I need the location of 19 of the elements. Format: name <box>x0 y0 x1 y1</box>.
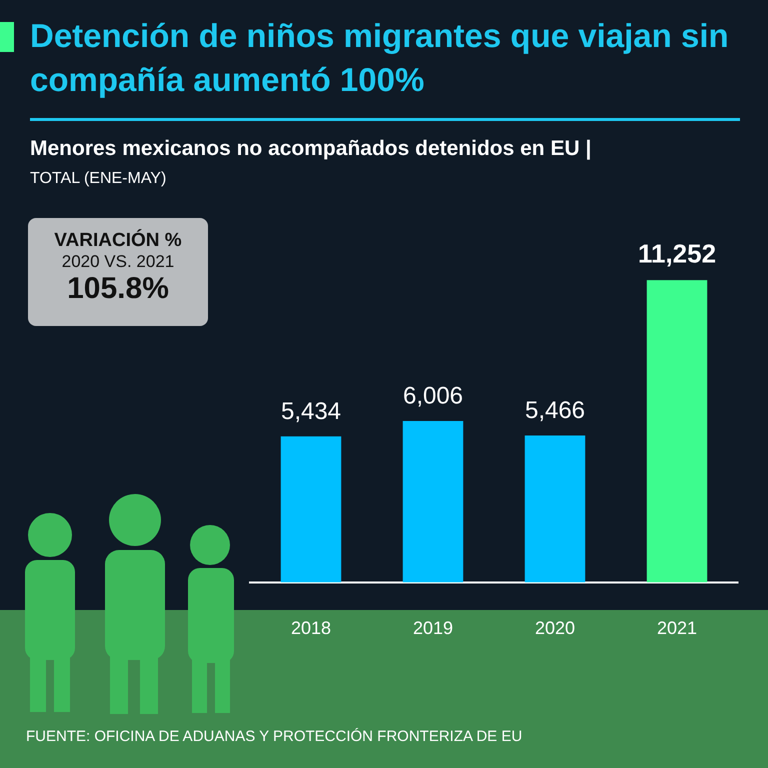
data-label: 5,434 <box>280 398 342 426</box>
text: TOTAL (ENE-MAY) <box>30 170 166 188</box>
bar <box>524 436 586 582</box>
text: VARIACIÓN % <box>53 230 183 252</box>
x-tick-label: 2020 <box>534 618 576 638</box>
data-label: 11,252 <box>638 238 716 268</box>
chart-subtitle: Menores mexicanos no acompañados detenidos en EU | <box>30 137 592 161</box>
data-label: 6,006 <box>402 382 464 410</box>
text: 2020 VS. 2021 <box>60 252 176 272</box>
text: 105.8% <box>66 272 170 306</box>
bar <box>646 280 708 582</box>
data-label: 5,466 <box>524 397 586 424</box>
x-tick-label: 2021 <box>656 618 698 638</box>
bar <box>402 421 464 582</box>
x-tick-label: 2018 <box>290 618 332 638</box>
x-tick-label: 2019 <box>412 618 454 638</box>
source-note: FUENTE: OFICINA DE ADUANAS Y PROTECCIÓN FRONTERIZA DE EU <box>26 728 522 745</box>
chart-title: Detención de niños migrantes que viajan sin compañía aumentó 100% <box>30 16 730 100</box>
bar <box>280 436 342 582</box>
